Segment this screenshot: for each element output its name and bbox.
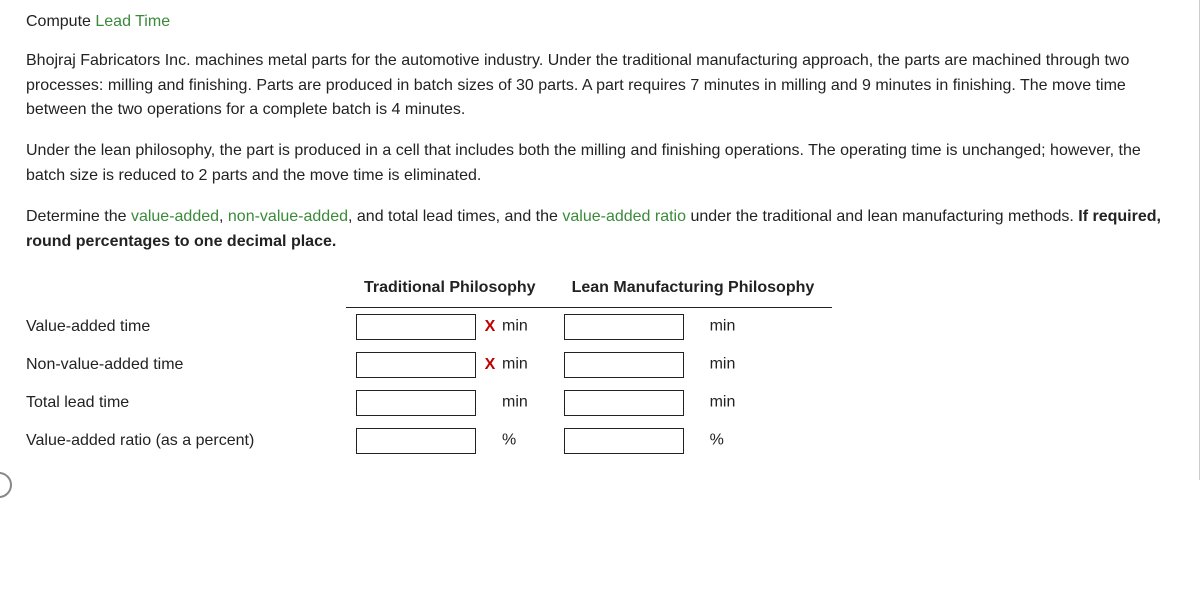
cell-lean: min (554, 308, 833, 347)
row-label: Value-added time (26, 308, 346, 347)
unit-label: % (710, 432, 724, 449)
term-value-added: value-added (131, 208, 219, 225)
question-container: Compute Lead Time Bhojraj Fabricators In… (0, 0, 1200, 480)
term-value-added-ratio: value-added ratio (562, 208, 686, 225)
cell-traditional: Xmin (346, 308, 554, 347)
unit-label: % (502, 432, 516, 449)
unit-label: min (502, 356, 528, 373)
input-traditional-3[interactable] (356, 428, 476, 454)
term-non-value-added: non-value-added (228, 208, 348, 225)
incorrect-mark-icon: X (482, 353, 498, 378)
unit-label: min (710, 318, 736, 335)
table-row: Total lead time min min (26, 384, 832, 422)
row-label: Value-added ratio (as a percent) (26, 422, 346, 460)
table-row: Value-added timeXminmin (26, 308, 832, 347)
answer-table: Traditional Philosophy Lean Manufacturin… (26, 270, 832, 460)
unit-label: min (710, 356, 736, 373)
question-heading: Compute Lead Time (26, 10, 1173, 35)
cell-traditional: min (346, 384, 554, 422)
paragraph-2: Under the lean philosophy, the part is p… (26, 139, 1173, 189)
input-lean-3[interactable] (564, 428, 684, 454)
input-lean-0[interactable] (564, 314, 684, 340)
heading-prefix: Compute (26, 13, 95, 30)
cell-lean: min (554, 346, 833, 384)
cell-traditional: % (346, 422, 554, 460)
table-row: Value-added ratio (as a percent)%% (26, 422, 832, 460)
cell-traditional: Xmin (346, 346, 554, 384)
unit-label: min (502, 394, 528, 411)
input-traditional-2[interactable] (356, 390, 476, 416)
unit-label: min (502, 318, 528, 335)
cell-lean: % (554, 422, 833, 460)
paragraph-1: Bhojraj Fabricators Inc. machines metal … (26, 49, 1173, 123)
row-label: Non-value-added time (26, 346, 346, 384)
col-header-lean: Lean Manufacturing Philosophy (554, 270, 833, 307)
heading-term: Lead Time (95, 13, 170, 30)
incorrect-mark-icon: X (482, 315, 498, 340)
col-header-traditional: Traditional Philosophy (346, 270, 554, 307)
unit-label: min (710, 394, 736, 411)
input-traditional-0[interactable] (356, 314, 476, 340)
input-traditional-1[interactable] (356, 352, 476, 378)
input-lean-2[interactable] (564, 390, 684, 416)
input-lean-1[interactable] (564, 352, 684, 378)
paragraph-3: Determine the value-added, non-value-add… (26, 205, 1173, 255)
table-row: Non-value-added timeXminmin (26, 346, 832, 384)
row-label: Total lead time (26, 384, 346, 422)
cell-lean: min (554, 384, 833, 422)
